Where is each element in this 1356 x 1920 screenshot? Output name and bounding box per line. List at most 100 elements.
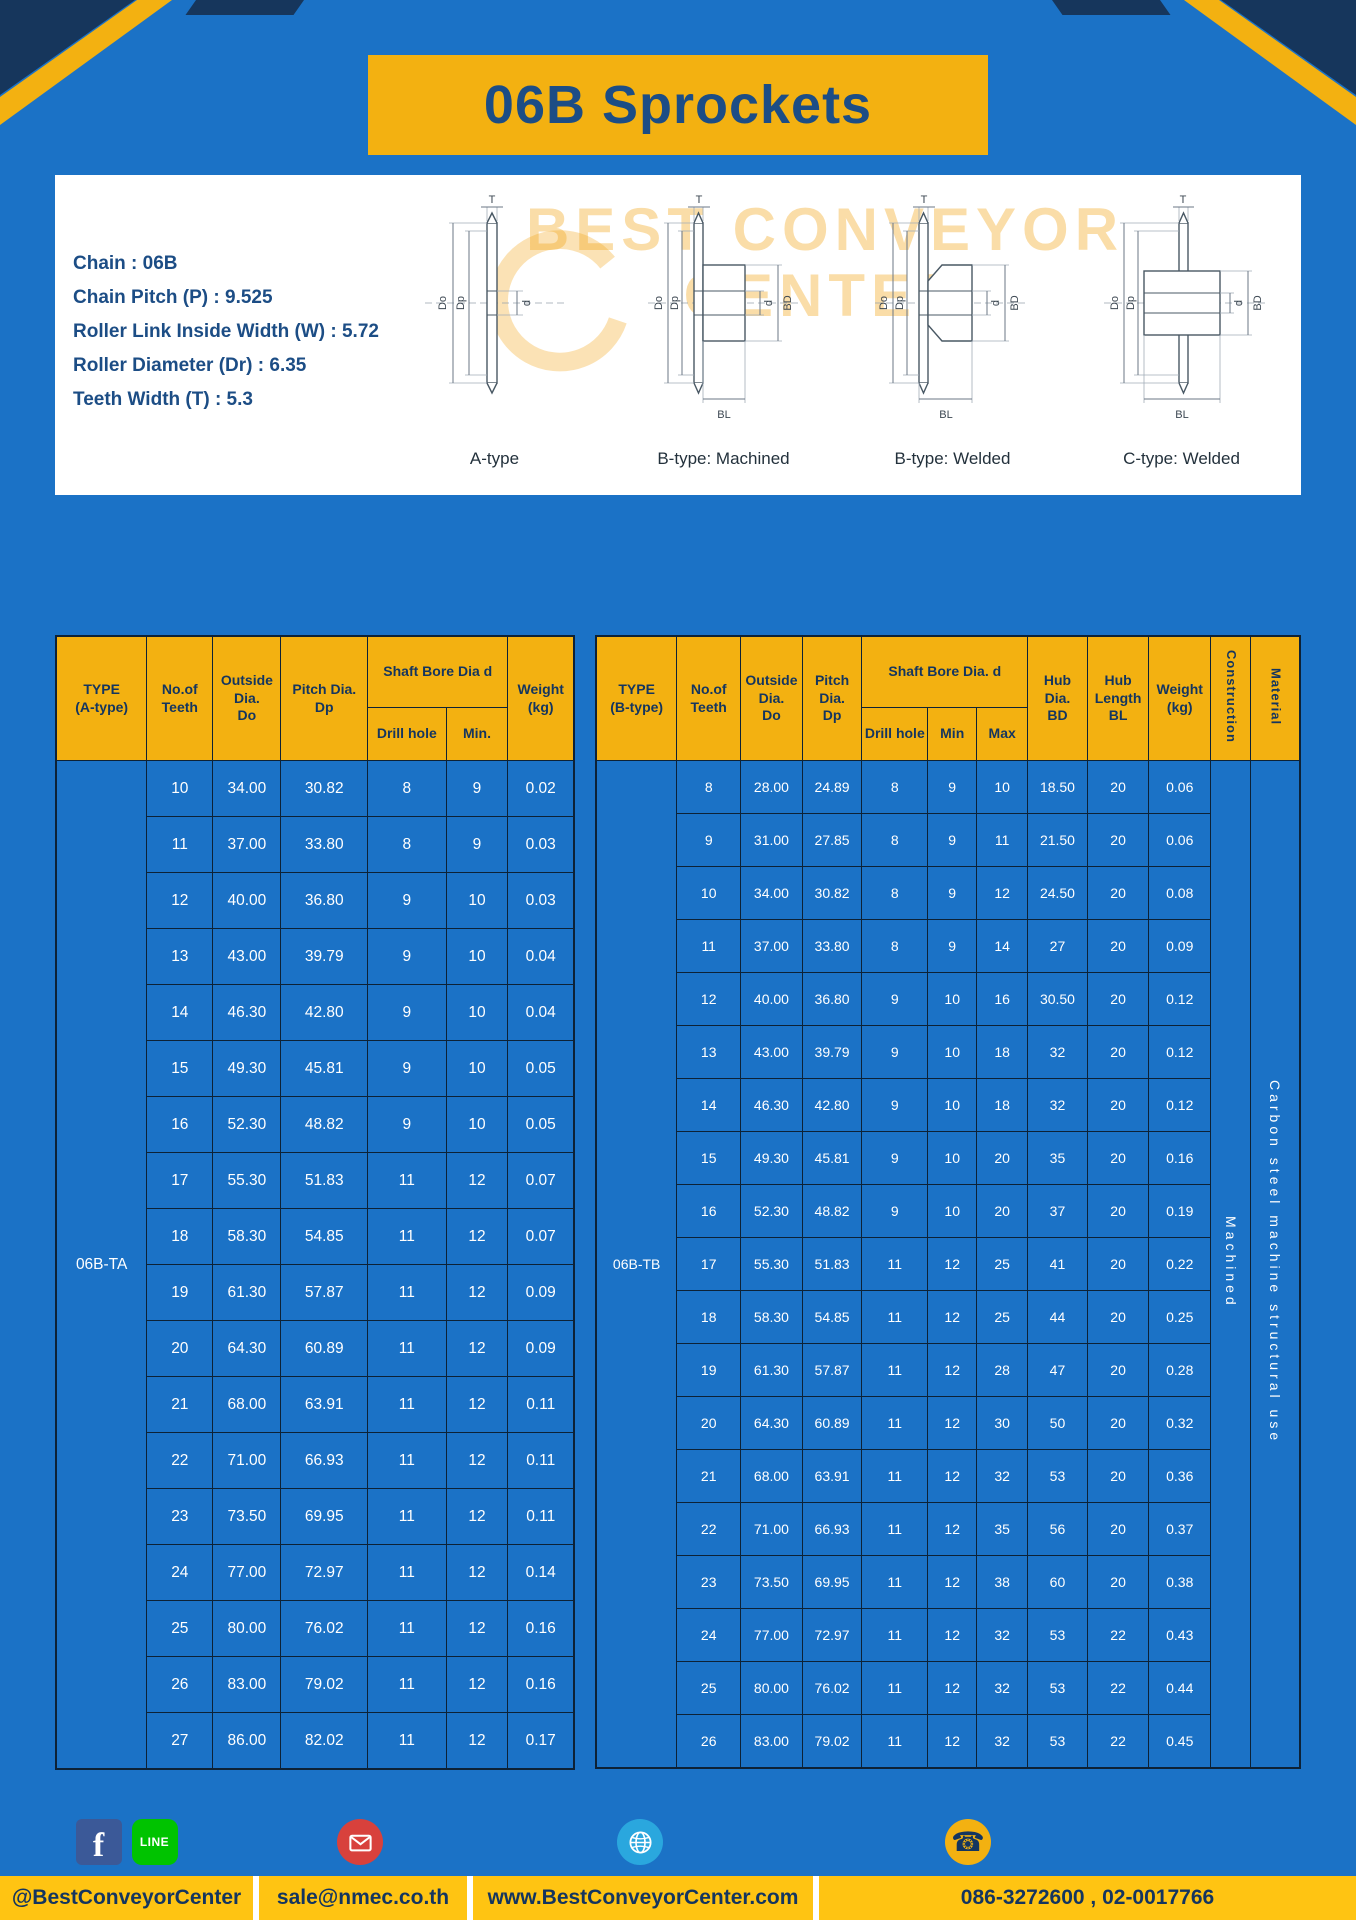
- line-icon[interactable]: LINE: [131, 1819, 178, 1865]
- table-cell: 51.83: [801, 1237, 863, 1291]
- table-cell: 11: [861, 1237, 929, 1291]
- table-cell: 20: [976, 1131, 1029, 1185]
- col-header-pitch-dia: Pitch Dia. Dp: [280, 635, 369, 761]
- table-cell: 0.04: [507, 984, 575, 1041]
- table-cell: 0.09: [1148, 919, 1212, 973]
- footer-facebook-handle[interactable]: @BestConveyorCenter: [0, 1876, 253, 1920]
- table-cell: 54.85: [801, 1290, 863, 1344]
- table-cell: 46.30: [740, 1078, 803, 1132]
- table-cell: 42.80: [801, 1078, 863, 1132]
- table-row: 14 46.30 42.80 9 10 18 32 20 0.12: [596, 1078, 1300, 1132]
- table-cell: 32: [976, 1449, 1029, 1503]
- table-row: 10 34.00 30.82 8 9 12 24.50 20 0.08: [596, 866, 1300, 920]
- table-cell: 38: [976, 1555, 1029, 1609]
- table-cell: 10: [445, 928, 509, 985]
- table-cell: 15: [146, 1040, 214, 1097]
- title-banner: 06B Sprockets: [368, 55, 988, 155]
- facebook-icon[interactable]: f: [75, 1819, 122, 1865]
- col-header-material: Material: [1250, 635, 1301, 761]
- table-cell: 20: [1086, 866, 1150, 920]
- footer-website-url[interactable]: www.BestConveyorCenter.com: [473, 1876, 813, 1920]
- table-cell: 20: [1086, 1290, 1150, 1344]
- table-row: 13 43.00 39.79 9 10 0.04: [56, 928, 575, 985]
- b-type-table: TYPE (B-type) No.of Teeth Outside Dia. D…: [595, 635, 1301, 1769]
- table-cell: 0.03: [507, 816, 575, 873]
- table-cell: 0.22: [1148, 1237, 1212, 1291]
- table-cell: 8: [367, 816, 447, 873]
- vertical-text: Machined: [1222, 1216, 1239, 1309]
- table-cell: 52.30: [212, 1096, 282, 1153]
- table-cell: 0.11: [507, 1488, 575, 1545]
- table-cell: 10: [927, 1025, 978, 1079]
- email-icon[interactable]: [337, 1819, 383, 1865]
- watermark-logo: [489, 230, 627, 372]
- yellow-stripe: [1156, 0, 1356, 140]
- table-cell: 10: [927, 1131, 978, 1185]
- diagram-caption: A-type: [469, 449, 520, 468]
- diagram-caption: B-type: Welded: [894, 449, 1011, 468]
- table-cell: 12: [976, 866, 1029, 920]
- dim-label-bl: BL: [1175, 409, 1188, 421]
- vertical-text: Carbon steel machine structural use: [1267, 1080, 1284, 1445]
- table-cell: 0.06: [1148, 813, 1212, 867]
- table-row: 15 49.30 45.81 9 10 0.05: [56, 1040, 575, 1097]
- vertical-text-cell: Machined: [1210, 760, 1252, 1769]
- table-cell: 0.19: [1148, 1184, 1212, 1238]
- phone-icon[interactable]: ☎: [945, 1819, 991, 1865]
- table-cell: 14: [676, 1078, 742, 1132]
- table-cell: 0.11: [507, 1376, 575, 1433]
- footer-icon-row: f LINE ☎: [0, 1810, 1356, 1874]
- table-cell: 9: [927, 866, 978, 920]
- table-cell: 0.17: [507, 1712, 575, 1770]
- globe-icon[interactable]: [617, 1819, 663, 1865]
- table-cell: 0.12: [1148, 1078, 1212, 1132]
- table-cell: 32: [1027, 1025, 1088, 1079]
- table-cell: 83.00: [740, 1714, 803, 1769]
- table-cell: 12: [676, 972, 742, 1026]
- table-cell: 0.09: [507, 1264, 575, 1321]
- table-cell: 45.81: [801, 1131, 863, 1185]
- col-header-max: Max: [976, 707, 1029, 761]
- table-cell: 53: [1027, 1714, 1088, 1769]
- table-cell: 20: [1086, 1449, 1150, 1503]
- table-cell: 52.30: [740, 1184, 803, 1238]
- table-cell: 30: [976, 1396, 1029, 1450]
- table-cell: 23: [676, 1555, 742, 1609]
- table-cell: 0.05: [507, 1040, 575, 1097]
- table-cell: 25: [676, 1661, 742, 1715]
- table-cell: 16: [976, 972, 1029, 1026]
- table-cell: 73.50: [740, 1555, 803, 1609]
- col-header-weight: Weight (kg): [1148, 635, 1212, 761]
- footer-phone-numbers[interactable]: 086-3272600 , 02-0017766: [819, 1876, 1356, 1920]
- table-cell: 20: [1086, 1343, 1150, 1397]
- table-cell: 13: [146, 928, 214, 985]
- dim-label-bd: BD: [1009, 295, 1021, 310]
- footer-email-address[interactable]: sale@nmec.co.th: [259, 1876, 467, 1920]
- dim-label-bd: BD: [1252, 295, 1264, 310]
- table-cell: 11: [367, 1320, 447, 1377]
- table-row: 22 71.00 66.93 11 12 35 56 20 0.37: [596, 1502, 1300, 1556]
- table-cell: 0.08: [1148, 866, 1212, 920]
- table-cell: 55.30: [212, 1152, 282, 1209]
- table-cell: 12: [445, 1544, 509, 1601]
- table-cell: 15: [676, 1131, 742, 1185]
- col-header-outside-dia: Outside Dia. Do: [212, 635, 282, 761]
- table-cell: 17: [146, 1152, 214, 1209]
- table-cell: 79.02: [280, 1656, 369, 1713]
- table-cell: 0.38: [1148, 1555, 1212, 1609]
- table-row: 19 61.30 57.87 11 12 28 47 20 0.28: [596, 1343, 1300, 1397]
- dim-label-d: d: [521, 300, 533, 306]
- table-cell: 66.93: [801, 1502, 863, 1556]
- table-cell: 37.00: [740, 919, 803, 973]
- dim-label-do: Do: [437, 296, 449, 310]
- table-cell: 9: [367, 928, 447, 985]
- table-cell: 79.02: [801, 1714, 863, 1769]
- dim-label-t: T: [488, 194, 495, 206]
- table-cell: 11: [367, 1712, 447, 1770]
- table-cell: 51.83: [280, 1152, 369, 1209]
- spec-line: Chain Pitch (P) : 9.525: [73, 287, 273, 308]
- footer-separator: [467, 1876, 473, 1920]
- table-row: 11 37.00 33.80 8 9 14 27 20 0.09: [596, 919, 1300, 973]
- table-cell: 9: [861, 1025, 929, 1079]
